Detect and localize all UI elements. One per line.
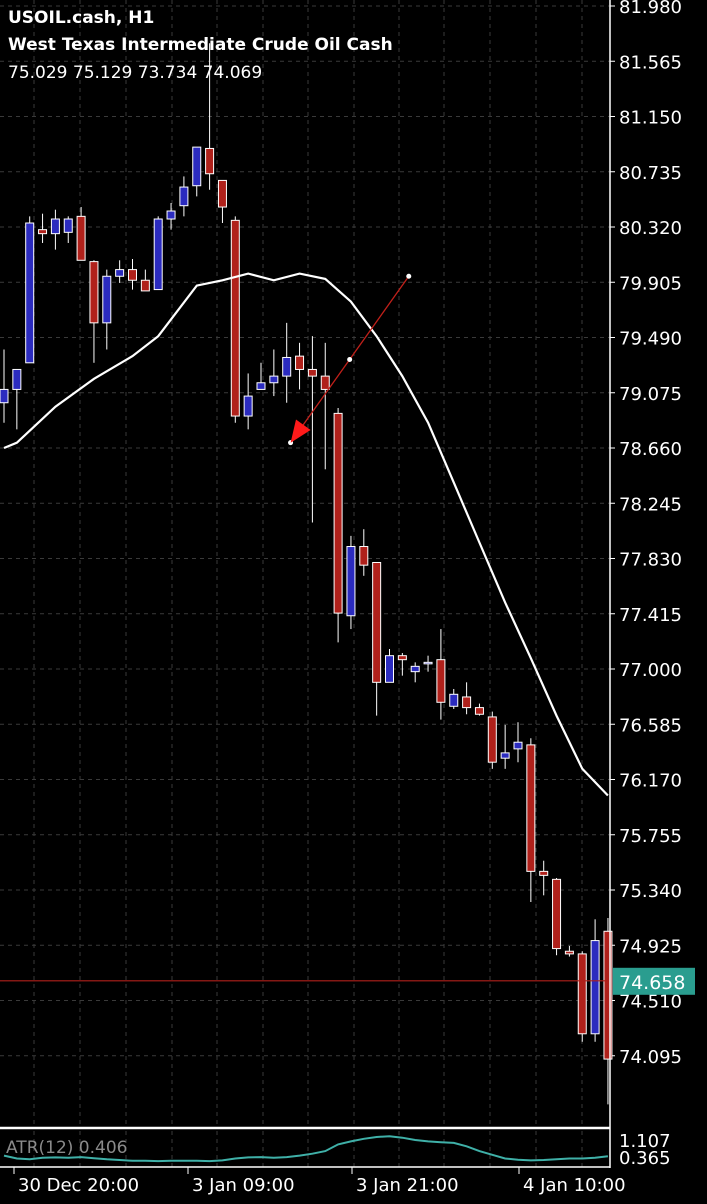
y-tick-label: 79.490	[619, 329, 682, 350]
bear-candle	[38, 229, 48, 235]
symbol-title: USOIL.cash, H1	[8, 8, 155, 28]
y-tick-label: 74.925	[619, 936, 682, 957]
bear-candle	[552, 878, 562, 950]
y-tick-label: 76.170	[619, 771, 682, 792]
bear-candle	[333, 412, 343, 614]
y-tick-label: 81.565	[619, 52, 682, 73]
y-tick-label: 81.980	[619, 0, 682, 18]
y-tick-label: 78.245	[619, 494, 682, 515]
bear-candle	[320, 375, 330, 390]
bear-candle	[603, 930, 613, 1060]
arrow-handle	[347, 356, 353, 362]
bull-candle	[0, 388, 9, 404]
bull-candle	[346, 546, 356, 617]
y-tick-label: 79.075	[619, 384, 682, 405]
y-tick-label: 77.000	[619, 660, 682, 681]
bear-candle	[397, 655, 407, 661]
bull-candle	[179, 186, 189, 207]
bull-candle	[500, 752, 510, 759]
arrow-head	[290, 419, 311, 443]
bear-candle	[577, 953, 587, 1035]
atr-line	[3, 1135, 609, 1163]
bull-candle	[449, 693, 459, 707]
moving-average-line	[3, 272, 609, 797]
y-tick-label: 80.320	[619, 218, 682, 239]
current-price-tag	[613, 967, 695, 995]
bull-candle	[282, 356, 292, 377]
bull-candle	[25, 222, 35, 364]
bear-candle	[217, 179, 227, 208]
bear-candle	[128, 269, 137, 281]
instrument-description: West Texas Intermediate Crude Oil Cash	[8, 35, 393, 55]
bear-candle	[89, 261, 99, 324]
bear-candle	[295, 355, 305, 370]
x-tick-label: 4 Jan 10:00	[523, 1175, 626, 1196]
y-tick-label: 75.755	[619, 826, 682, 847]
y-tick-label: 77.830	[619, 550, 682, 571]
bull-candle	[102, 275, 112, 324]
bull-candle	[50, 218, 60, 235]
y-tick-label: 78.660	[619, 439, 682, 460]
bear-candle	[462, 696, 472, 709]
bull-candle	[513, 741, 523, 750]
x-tick-label: 30 Dec 20:00	[18, 1175, 139, 1196]
bear-candle	[372, 561, 382, 683]
y-tick-label: 79.905	[619, 273, 682, 294]
bull-candle	[63, 218, 73, 233]
bull-candle	[423, 661, 433, 665]
bear-candle	[230, 219, 240, 417]
bull-candle	[166, 210, 176, 220]
bear-candle	[359, 546, 369, 566]
bear-candle	[474, 707, 484, 715]
atr-tick-label: 0.365	[619, 1148, 671, 1169]
bull-candle	[410, 665, 420, 673]
bear-candle	[205, 147, 215, 175]
x-tick-label: 3 Jan 09:00	[192, 1175, 295, 1196]
arrow-handle	[406, 273, 412, 279]
bear-candle	[539, 870, 549, 876]
bull-candle	[115, 269, 125, 277]
y-tick-label: 76.585	[619, 715, 682, 736]
y-tick-label: 74.095	[619, 1047, 682, 1068]
atr-tick-label: 1.107	[619, 1131, 671, 1152]
bull-candle	[192, 146, 202, 187]
bear-candle	[564, 950, 574, 955]
y-tick-label: 75.340	[619, 881, 682, 902]
y-tick-label: 80.735	[619, 163, 682, 184]
y-tick-label: 77.415	[619, 605, 682, 626]
bull-candle	[153, 218, 163, 291]
bull-candle	[590, 940, 600, 1035]
x-tick-label: 3 Jan 21:00	[356, 1175, 459, 1196]
bear-candle	[76, 215, 86, 261]
bull-candle	[12, 368, 22, 390]
bull-candle	[243, 395, 253, 417]
y-tick-label: 74.510	[619, 992, 682, 1013]
bear-candle	[487, 716, 497, 763]
atr-indicator-label: ATR(12) 0.406	[6, 1138, 128, 1158]
current-price-label: 74.658	[619, 972, 685, 994]
bear-candle	[526, 744, 536, 872]
bull-candle	[385, 655, 394, 683]
bear-candle	[436, 659, 446, 703]
bear-candle	[307, 368, 317, 377]
y-tick-label: 81.150	[619, 108, 682, 129]
bear-candle	[140, 279, 150, 292]
bull-candle	[269, 375, 279, 384]
bull-candle	[256, 382, 266, 390]
ohlc-readout: 75.029 75.129 73.734 74.069	[8, 63, 263, 83]
